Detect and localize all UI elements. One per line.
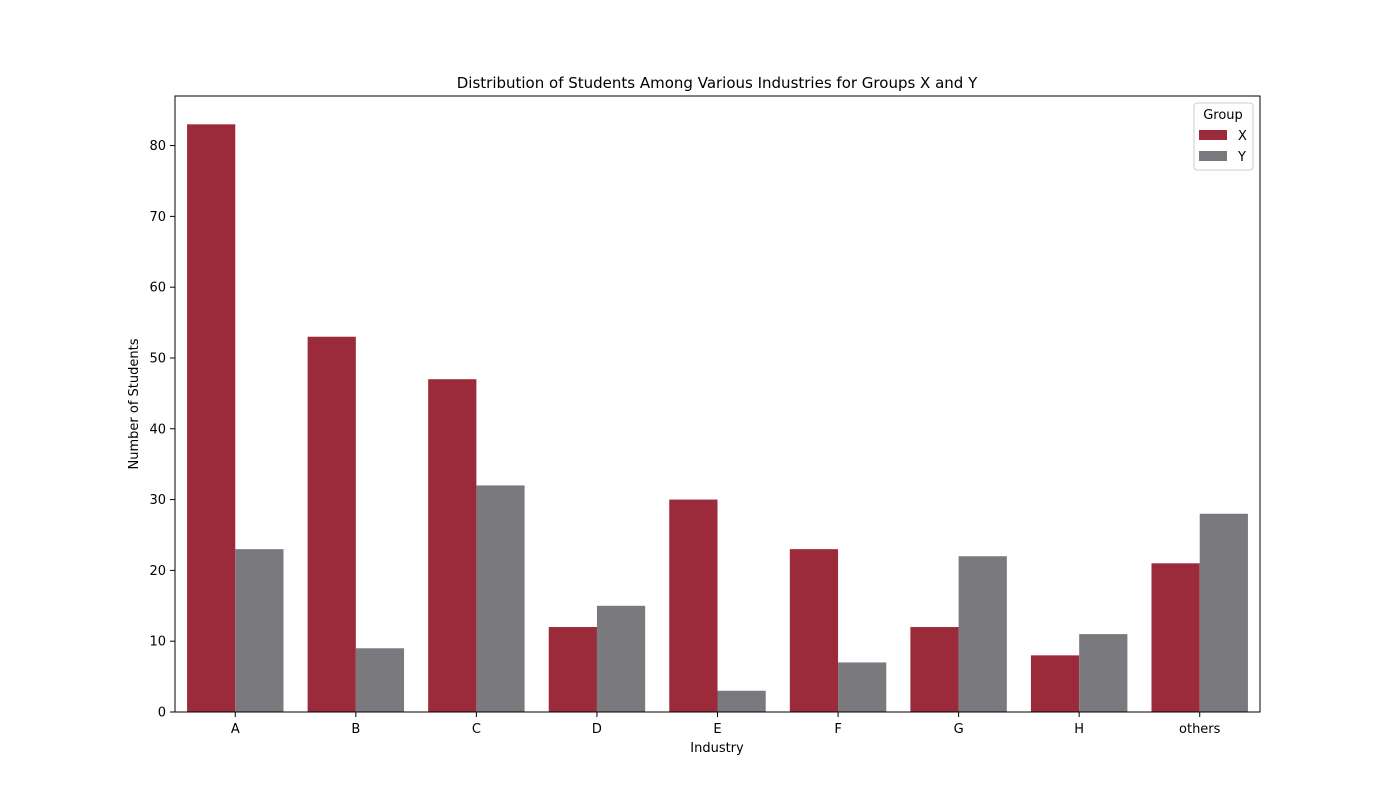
x-tick-label: H — [1074, 722, 1084, 737]
bar-x-others — [1151, 563, 1200, 712]
bar-y-f — [838, 662, 887, 712]
x-tick-label: F — [834, 722, 841, 737]
bar-x-f — [789, 549, 839, 712]
x-tick-label: others — [1179, 722, 1221, 737]
y-tick-label: 20 — [149, 564, 166, 579]
legend: Group X Y — [1193, 102, 1254, 171]
chart-title: Distribution of Students Among Various I… — [457, 74, 978, 92]
y-tick-label: 40 — [149, 422, 166, 437]
bar-y-b — [355, 648, 405, 712]
legend-title: Group — [1203, 108, 1243, 123]
x-tick-label: E — [713, 722, 721, 737]
y-tick-label: 80 — [149, 139, 166, 154]
bar-y-g — [958, 556, 1007, 712]
bar-x-e — [669, 499, 718, 712]
bar-y-h — [1079, 634, 1128, 712]
plot-frame — [174, 95, 1261, 713]
bar-y-d — [596, 605, 646, 712]
x-tick-label: G — [954, 722, 964, 737]
y-axis-ticks: 0 10 20 30 40 50 60 70 80 — [149, 139, 175, 721]
bars-group — [187, 124, 1248, 712]
y-tick-label: 50 — [149, 351, 166, 366]
x-tick-label: A — [231, 722, 240, 737]
y-tick-label: 70 — [149, 210, 166, 225]
y-tick-label: 30 — [149, 493, 166, 508]
bar-x-b — [307, 336, 356, 712]
legend-label-y: Y — [1237, 150, 1246, 165]
legend-swatch-x — [1199, 130, 1227, 140]
bar-y-others — [1199, 513, 1248, 712]
bar-x-a — [187, 124, 236, 712]
x-tick-label: C — [472, 722, 481, 737]
x-tick-label: D — [592, 722, 602, 737]
bar-x-h — [1030, 655, 1080, 712]
y-tick-label: 60 — [149, 281, 166, 296]
bar-y-c — [476, 485, 525, 712]
x-axis-title: Industry — [690, 741, 744, 756]
y-tick-label: 0 — [158, 706, 166, 721]
bar-x-c — [428, 379, 477, 712]
bar-x-g — [910, 627, 959, 712]
bar-y-e — [717, 690, 766, 712]
legend-swatch-y — [1199, 151, 1227, 161]
legend-label-x: X — [1238, 129, 1247, 144]
bar-y-a — [235, 549, 284, 712]
bar-x-d — [548, 627, 597, 712]
y-tick-label: 10 — [149, 635, 166, 650]
y-axis-title: Number of Students — [127, 338, 142, 469]
x-tick-label: B — [351, 722, 360, 737]
